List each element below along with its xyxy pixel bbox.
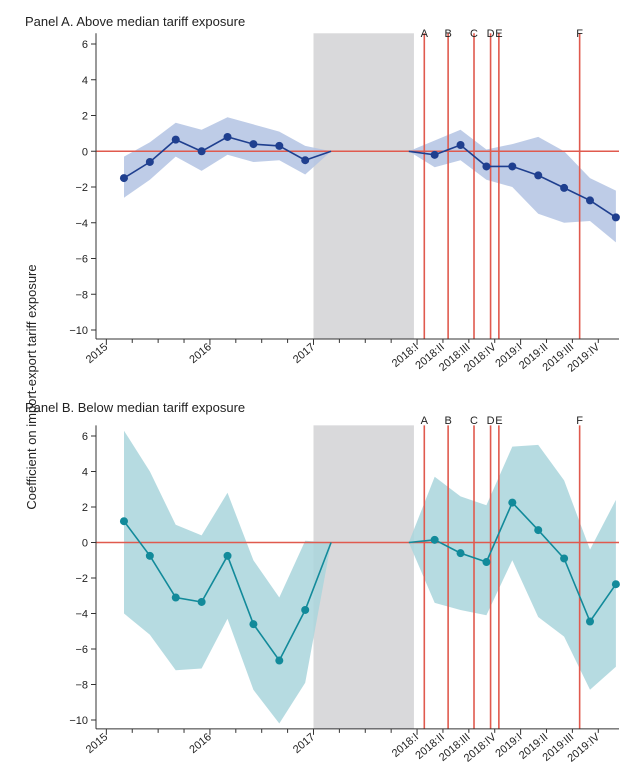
data-point (275, 142, 283, 150)
event-label-c: C (470, 415, 478, 427)
data-point (146, 552, 154, 560)
event-label-b: B (444, 28, 451, 40)
data-point (612, 580, 620, 588)
y-tick-label: 0 (82, 146, 88, 158)
event-label-d: D (487, 415, 495, 427)
data-point (146, 158, 154, 166)
y-tick-label: 6 (82, 431, 88, 443)
shaded-gap (313, 33, 413, 339)
data-point (172, 594, 180, 602)
data-point (224, 133, 232, 141)
y-tick-label: −4 (75, 609, 88, 621)
data-point (586, 196, 594, 204)
data-point (457, 549, 465, 557)
event-label-a: A (421, 28, 429, 40)
y-tick-label: 4 (82, 75, 88, 87)
y-tick-label: −6 (75, 644, 88, 656)
data-point (612, 213, 620, 221)
data-point (431, 151, 439, 159)
data-point (172, 136, 180, 144)
event-label-b: B (444, 415, 451, 427)
figure: Coefficient on import-export tariff expo… (0, 0, 629, 774)
data-point (249, 620, 257, 628)
event-label-c: C (470, 28, 478, 40)
event-label-e: E (495, 28, 502, 40)
data-point (482, 558, 490, 566)
data-point (249, 140, 257, 148)
data-point (120, 174, 128, 182)
confidence-band-post (409, 130, 616, 243)
event-label-f: F (576, 415, 583, 427)
y-tick-label: 4 (82, 467, 88, 479)
data-point (120, 517, 128, 525)
y-tick-label: 2 (82, 502, 88, 514)
data-point (457, 141, 465, 149)
data-point (560, 554, 568, 562)
event-label-d: D (487, 28, 495, 40)
y-tick-label: 2 (82, 111, 88, 123)
confidence-band-post (409, 445, 616, 690)
panel-b-title: Panel B. Below median tariff exposure (25, 400, 245, 415)
y-tick-label: −8 (75, 289, 88, 301)
data-point (560, 184, 568, 192)
data-point (534, 171, 542, 179)
y-tick-label: −6 (75, 254, 88, 266)
data-point (508, 499, 516, 507)
event-label-e: E (495, 415, 502, 427)
y-tick-label: 6 (82, 39, 88, 51)
data-point (301, 606, 309, 614)
panel-a-title: Panel A. Above median tariff exposure (25, 14, 245, 29)
y-tick-label: −10 (69, 715, 88, 727)
event-label-a: A (421, 415, 429, 427)
y-tick-label: −4 (75, 218, 88, 230)
data-point (431, 536, 439, 544)
y-tick-label: −2 (75, 573, 88, 585)
data-point (198, 598, 206, 606)
data-point (508, 162, 516, 170)
shaded-gap (313, 425, 413, 729)
confidence-band-pre (124, 431, 331, 724)
y-axis-label: Coefficient on import-export tariff expo… (24, 264, 39, 509)
event-label-f: F (576, 28, 583, 40)
data-point (275, 657, 283, 665)
y-tick-label: 0 (82, 538, 88, 550)
panel-a: Panel A. Above median tariff exposure A B… (25, 14, 620, 375)
data-point (301, 156, 309, 164)
panel-b: Panel B. Below median tariff exposure A B… (25, 400, 620, 765)
data-point (198, 147, 206, 155)
y-tick-label: −2 (75, 182, 88, 194)
y-tick-label: −10 (69, 325, 88, 337)
data-point (224, 552, 232, 560)
y-tick-label: −8 (75, 680, 88, 692)
data-point (586, 617, 594, 625)
data-point (534, 526, 542, 534)
data-point (482, 162, 490, 170)
